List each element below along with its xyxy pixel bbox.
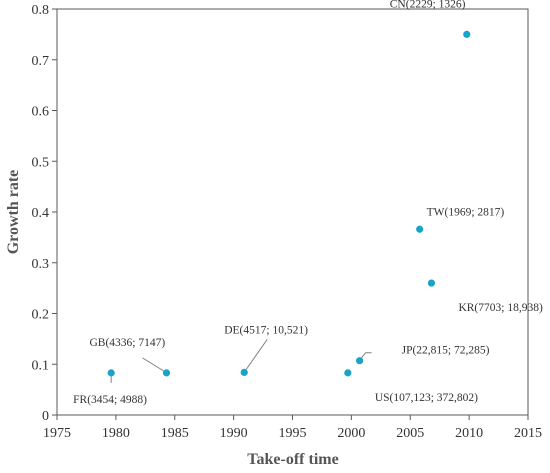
point-label-us: US(107,123; 372,802) [375,392,478,404]
leader-line-jp [361,352,372,359]
point-label-jp: JP(22,815; 72,285) [402,345,490,357]
y-tick-label: 0.3 [32,257,50,272]
x-tick-label: 2005 [396,426,424,441]
tick-labels: 1975 1980 1985 1990 1995 2000 2005 2010 2015 0 0.1… [32,3,543,441]
y-tick-label: 0.7 [32,54,50,69]
y-tick-label: 0.2 [32,308,50,323]
data-point-us [344,369,352,377]
x-tick-label: 1995 [279,426,307,441]
data-point-fr [107,369,115,377]
data-point-tw [416,225,424,233]
data-point-cn [463,30,471,38]
point-label-gb: GB(4336; 7147) [90,337,166,349]
axes [52,8,529,420]
x-tick-label: 2000 [337,426,365,441]
data-point-gb [162,369,171,377]
y-tick-label: 0.8 [32,3,50,18]
point-label-de: DE(4517; 10,521) [224,324,308,336]
x-tick-label: 1985 [161,426,189,441]
x-tick-label: 1980 [102,426,130,441]
y-axis-title: Growth rate [5,170,22,255]
y-tick-label: 0.5 [32,155,50,170]
x-axis-title: Take-off time [247,451,338,468]
point-label-fr: FR(3454; 4988) [73,394,147,406]
y-tick-label: 0.4 [32,206,50,221]
y-tick-label: 0.1 [32,358,50,373]
point-labels: FR(3454; 4988) GB(4336; 7147) DE(4517; 10,… [73,0,543,406]
data-point-kr [427,279,436,287]
data-point-de [240,368,248,376]
data-points [107,30,471,377]
y-tick-label: 0 [42,409,49,424]
point-label-kr: KR(7703; 18,938) [458,302,543,314]
point-label-tw: TW(1969; 2817) [427,206,505,218]
y-tick-label: 0.6 [32,105,50,120]
leader-line-de [245,339,268,370]
x-tick-label: 1975 [43,426,71,441]
x-tick-label: 2010 [455,426,483,441]
data-point-jp [356,357,364,365]
point-label-cn: CN(2229; 1326) [390,0,466,10]
x-tick-label: 2015 [514,426,542,441]
leader-line-gb [142,357,164,372]
x-tick-label: 1990 [220,426,248,441]
